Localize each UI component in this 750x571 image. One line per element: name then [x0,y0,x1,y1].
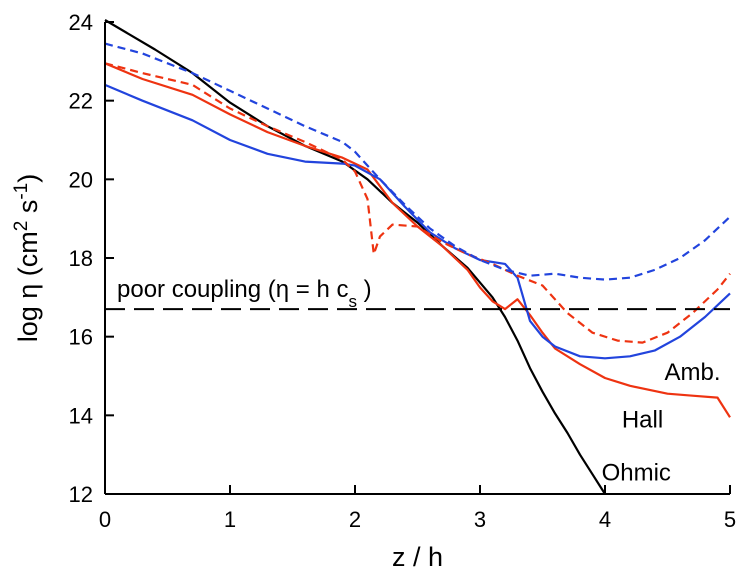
y-tick-label: 18 [69,246,93,271]
y-axis-title-sup2: -1 [11,183,32,200]
series-annotation: Ohmic [602,459,671,486]
series-layer [104,19,731,495]
y-tick-label: 22 [69,89,93,114]
series-annotation: Hall [622,406,663,433]
y-tick-label: 12 [69,482,93,507]
y-axis-title-sup1: 2 [11,221,32,232]
y-tick-label: 20 [69,167,93,192]
series-line-4 [104,62,731,344]
x-tick-label: 3 [474,507,486,532]
series-line-2 [104,62,731,418]
threshold-label-sub: s [348,292,357,311]
x-tick-label: 5 [724,507,736,532]
annotation-layer: Amb.Hall Ohmic [602,359,721,486]
y-tick-label: 16 [69,325,93,350]
threshold-label: poor coupling (η = h cs ) [117,276,372,311]
y-axis-title-mid: s [13,200,43,221]
y-axis-title-main: log η (cm [13,231,43,342]
series-annotation: Amb. [664,359,720,386]
threshold-label-end: ) [357,276,372,303]
y-tick-label: 24 [69,10,93,35]
series-line-3 [104,83,731,360]
y-axis-title: log η (cm2 s-1) [11,174,44,343]
y-axis-title-end: ) [13,174,43,183]
threshold-label-main: poor coupling (η = h c [117,276,348,303]
y-tick-label: 14 [69,403,93,428]
x-tick-label: 2 [349,507,361,532]
x-tick-label: 4 [599,507,611,532]
x-tick-label: 0 [99,507,111,532]
x-axis-title: z / h [392,542,443,571]
x-tick-label: 1 [224,507,236,532]
series-line-5 [104,42,731,281]
